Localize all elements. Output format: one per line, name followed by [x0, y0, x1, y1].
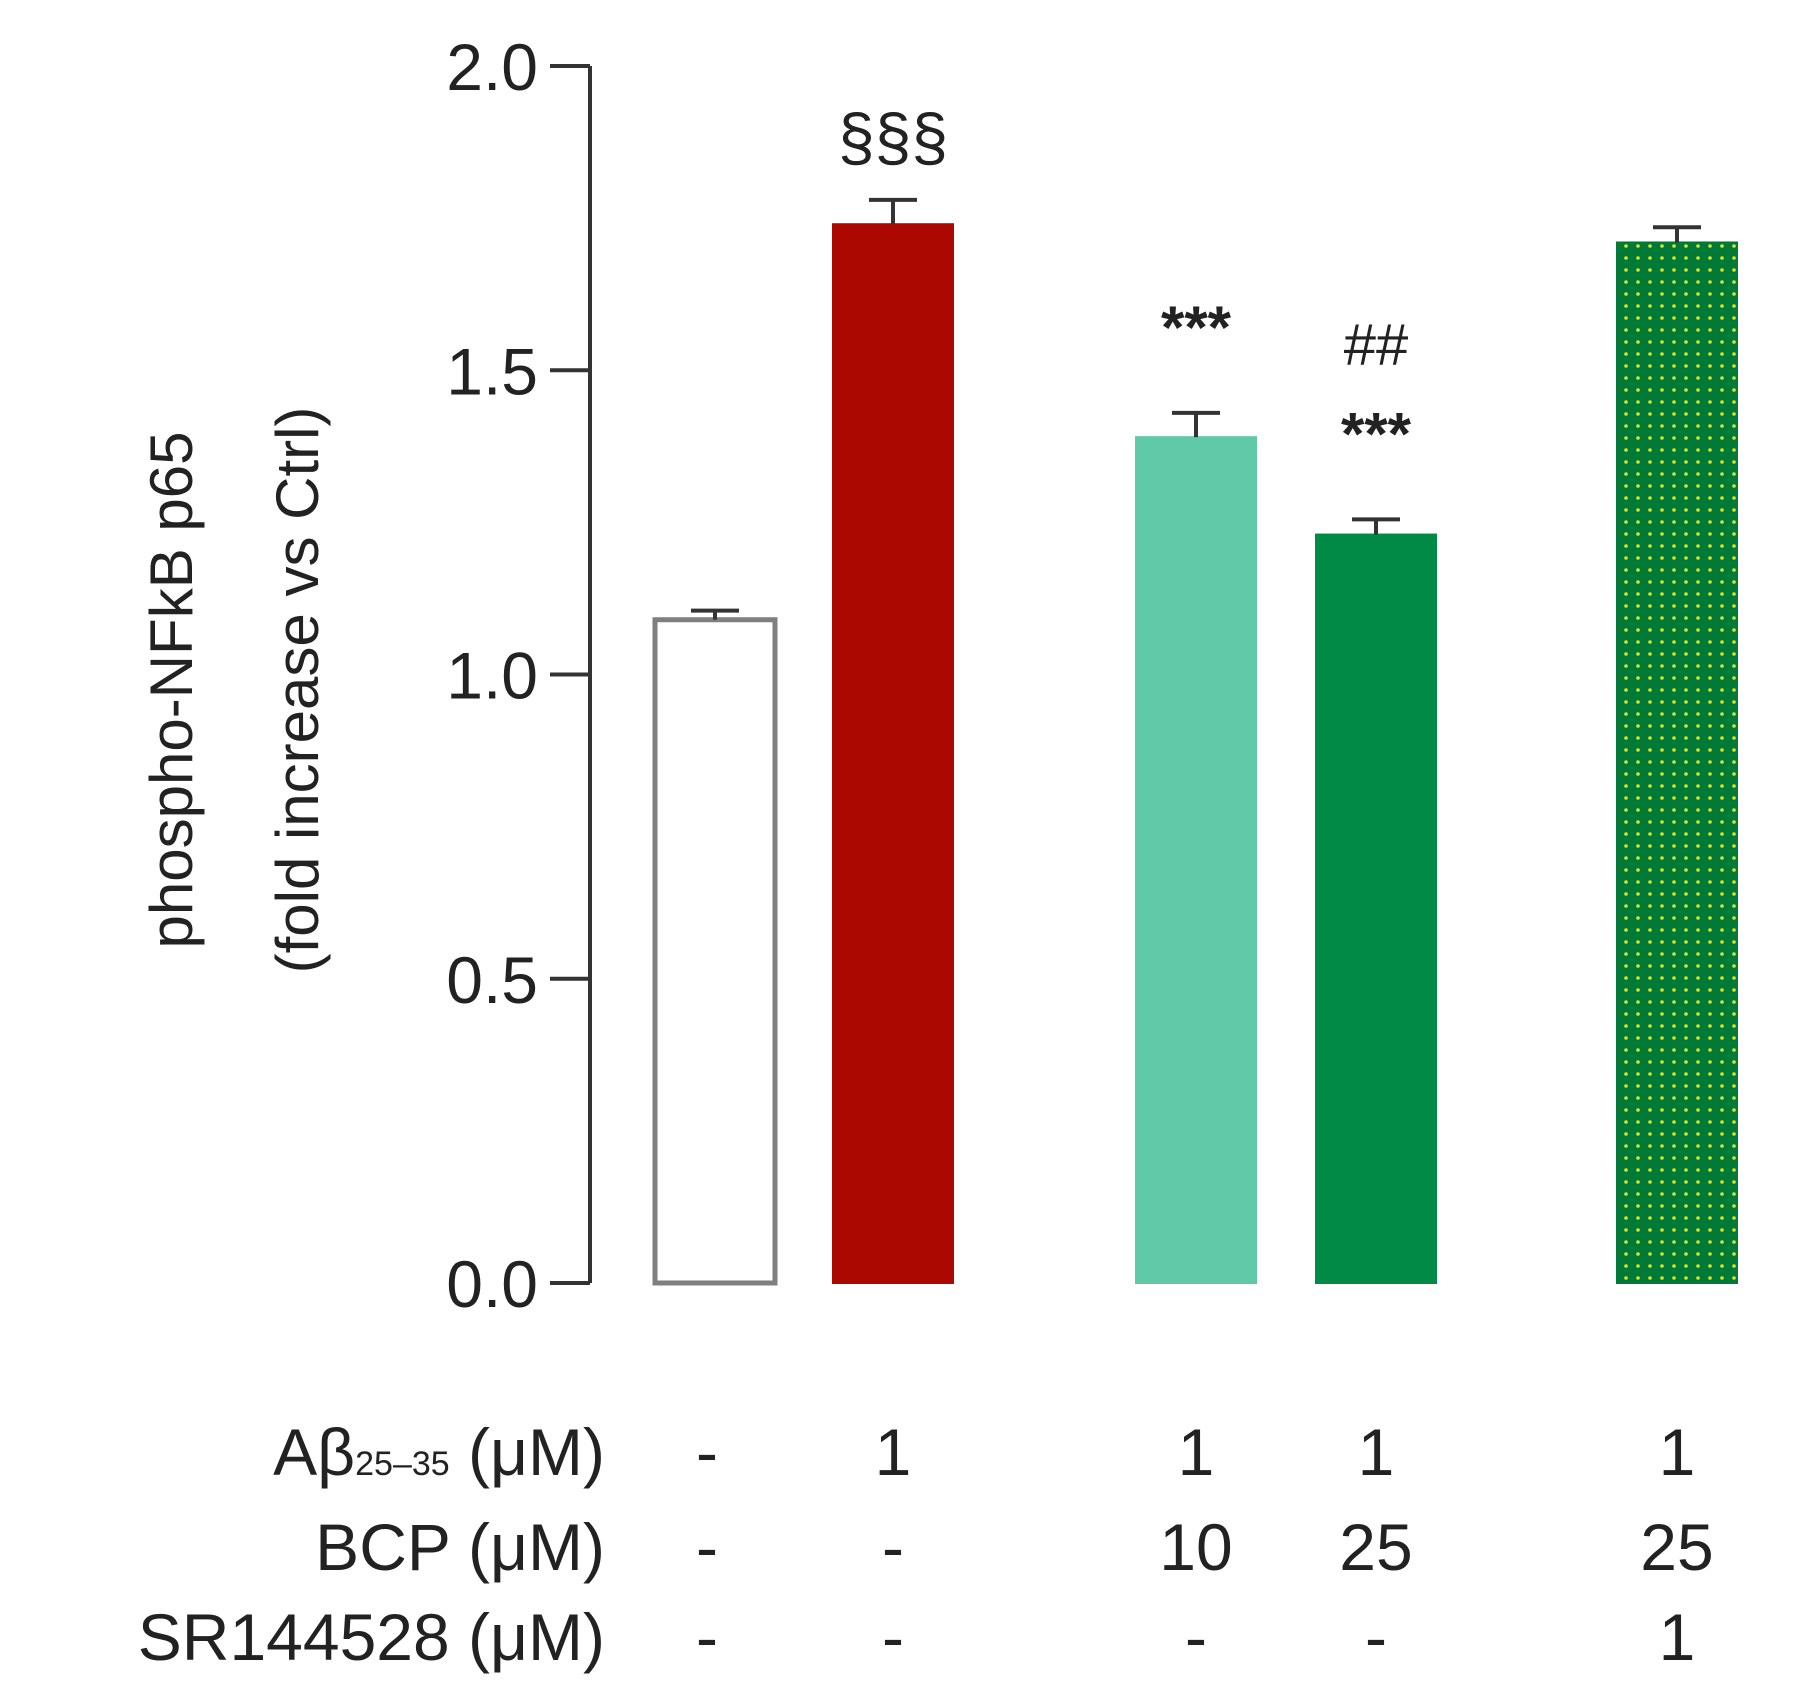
y-tick-label: 1.5 — [446, 334, 538, 408]
bars — [652, 197, 1738, 1286]
y-tick-label: 0.0 — [446, 1247, 538, 1321]
treatment-cell: - — [696, 1415, 718, 1489]
treatment-cell: - — [1365, 1600, 1387, 1674]
y-tick-label: 0.5 — [446, 943, 538, 1017]
treatment-cell: - — [882, 1510, 904, 1584]
treatment-table: Aβ25–35 (μM) - 1 1 1 1 BCP (μM) - - 10 25 25 SR14452… — [138, 1415, 1714, 1674]
treatment-cell: 25 — [1339, 1510, 1412, 1584]
y-ticks: 0.0 0.5 1.0 1.5 2.0 — [446, 30, 590, 1321]
treatment-cell: 25 — [1640, 1510, 1713, 1584]
bar — [1135, 436, 1257, 1284]
treatment-cell: - — [882, 1600, 904, 1674]
treatment-cell: 1 — [1358, 1415, 1395, 1489]
significance-label: *** — [1161, 294, 1232, 361]
treatment-cell: - — [1185, 1600, 1207, 1674]
bar — [832, 223, 954, 1285]
significance-label-secondary: ## — [1344, 312, 1409, 377]
y-tick-label: 1.0 — [446, 639, 538, 713]
y-axis-title-line2: (fold increase vs Ctrl) — [264, 407, 331, 974]
treatment-cell: 1 — [875, 1415, 912, 1489]
bar — [1315, 533, 1437, 1284]
significance-label: *** — [1341, 400, 1412, 467]
treatment-row-label: BCP (μM) — [315, 1510, 605, 1584]
treatment-cell: 10 — [1159, 1510, 1232, 1584]
y-axis-title-line1: phospho-NFkB p65 — [138, 432, 205, 949]
treatment-row-label: Aβ25–35 (μM) — [273, 1415, 605, 1489]
significance-label: §§§ — [838, 100, 948, 174]
bar — [1616, 241, 1738, 1285]
treatment-row-label: SR144528 (μM) — [138, 1600, 605, 1674]
treatment-cell: 1 — [1659, 1600, 1696, 1674]
treatment-cell: 1 — [1659, 1415, 1696, 1489]
annotations: §§§ *** *** ## — [838, 100, 1412, 467]
bar — [652, 617, 778, 1286]
treatment-cell: - — [696, 1510, 718, 1584]
y-tick-label: 2.0 — [446, 30, 538, 104]
treatment-cell: - — [696, 1600, 718, 1674]
treatment-cell: 1 — [1178, 1415, 1215, 1489]
